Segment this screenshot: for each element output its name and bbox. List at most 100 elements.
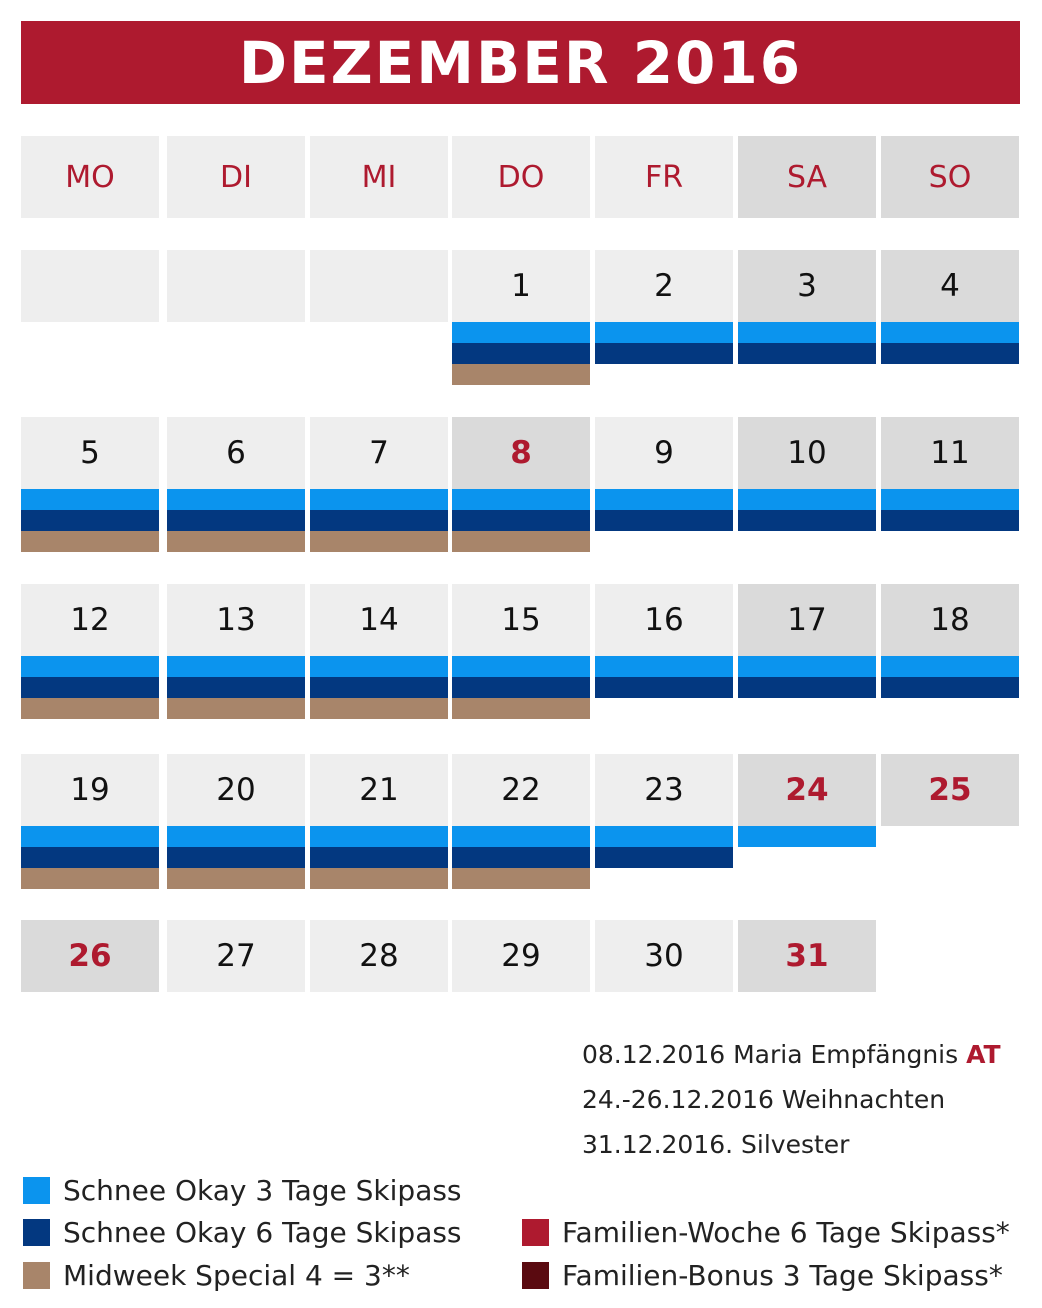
day-cell[interactable]: 9 [595, 417, 733, 489]
day-cell[interactable]: 13 [167, 584, 305, 656]
midweek-bar [452, 531, 590, 552]
day-cell[interactable]: 27 [167, 920, 305, 992]
day-cell[interactable]: 1 [452, 250, 590, 322]
schnee-3-bar [881, 489, 1019, 510]
schnee-6-bar [21, 677, 159, 698]
legend-item-midweek: Midweek Special 4 = 3** [23, 1259, 410, 1292]
schnee-6-bar [310, 847, 448, 868]
midweek-bar [21, 868, 159, 889]
schnee-3-bar [452, 656, 590, 677]
schnee-6-bar [167, 510, 305, 531]
weekday-header: SO [881, 136, 1019, 218]
legend-item-familien-bonus: Familien-Bonus 3 Tage Skipass* [522, 1259, 1003, 1292]
schnee-3-bar [167, 656, 305, 677]
legend-label: Familien-Woche 6 Tage Skipass* [562, 1216, 1010, 1249]
weekday-header: DO [452, 136, 590, 218]
schnee-3-bar [452, 322, 590, 343]
schnee-3-bar [595, 322, 733, 343]
schnee-3-bar [452, 489, 590, 510]
day-cell[interactable]: 6 [167, 417, 305, 489]
schnee-3-bar [738, 322, 876, 343]
midweek-bar [21, 698, 159, 719]
midweek-bar [452, 698, 590, 719]
schnee-6-bar [595, 677, 733, 698]
legend-swatch [522, 1219, 549, 1246]
holiday-note-text: 31.12.2016. Silvester [582, 1130, 850, 1159]
midweek-bar [452, 364, 590, 385]
schnee-6-bar [881, 677, 1019, 698]
month-title: DEZEMBER 2016 [21, 21, 1020, 104]
day-cell[interactable]: 16 [595, 584, 733, 656]
day-cell[interactable]: 22 [452, 754, 590, 826]
schnee-3-bar [595, 826, 733, 847]
day-cell[interactable]: 2 [595, 250, 733, 322]
schnee-6-bar [310, 510, 448, 531]
day-cell[interactable]: 25 [881, 754, 1019, 826]
schnee-3-bar [595, 489, 733, 510]
legend-label: Schnee Okay 3 Tage Skipass [63, 1174, 462, 1207]
day-cell[interactable]: 17 [738, 584, 876, 656]
holiday-note-text: 24.-26.12.2016 Weihnachten [582, 1085, 946, 1114]
schnee-6-bar [881, 343, 1019, 364]
day-cell[interactable]: 11 [881, 417, 1019, 489]
day-cell[interactable]: 10 [738, 417, 876, 489]
legend-label: Familien-Bonus 3 Tage Skipass* [562, 1259, 1003, 1292]
schnee-3-bar [21, 656, 159, 677]
schnee-3-bar [738, 826, 876, 847]
schnee-6-bar [738, 510, 876, 531]
day-cell[interactable]: 23 [595, 754, 733, 826]
holiday-note-silvester: 31.12.2016. Silvester [582, 1130, 849, 1159]
day-cell-blank [21, 250, 159, 322]
day-cell[interactable]: 19 [21, 754, 159, 826]
day-cell[interactable]: 4 [881, 250, 1019, 322]
midweek-bar [167, 868, 305, 889]
legend-item-familien-woche: Familien-Woche 6 Tage Skipass* [522, 1216, 1010, 1249]
day-cell[interactable]: 30 [595, 920, 733, 992]
day-cell[interactable]: 28 [310, 920, 448, 992]
day-cell[interactable]: 31 [738, 920, 876, 992]
schnee-3-bar [881, 656, 1019, 677]
day-cell[interactable]: 26 [21, 920, 159, 992]
holiday-note-maria: 08.12.2016 Maria Empfängnis AT [582, 1040, 1001, 1069]
legend-label: Schnee Okay 6 Tage Skipass [63, 1216, 462, 1249]
midweek-bar [310, 698, 448, 719]
schnee-3-bar [21, 489, 159, 510]
legend-label: Midweek Special 4 = 3** [63, 1259, 410, 1292]
midweek-bar [310, 868, 448, 889]
schnee-6-bar [21, 847, 159, 868]
schnee-6-bar [738, 677, 876, 698]
schnee-6-bar [738, 343, 876, 364]
day-cell[interactable]: 7 [310, 417, 448, 489]
schnee-3-bar [452, 826, 590, 847]
day-cell[interactable]: 18 [881, 584, 1019, 656]
day-cell[interactable]: 14 [310, 584, 448, 656]
weekday-header: MI [310, 136, 448, 218]
schnee-6-bar [452, 343, 590, 364]
schnee-3-bar [310, 826, 448, 847]
holiday-note-weihnachten: 24.-26.12.2016 Weihnachten [582, 1085, 945, 1114]
legend-swatch [23, 1262, 50, 1289]
day-cell[interactable]: 20 [167, 754, 305, 826]
legend-item-schnee-6: Schnee Okay 6 Tage Skipass [23, 1216, 462, 1249]
schnee-3-bar [167, 826, 305, 847]
day-cell[interactable]: 21 [310, 754, 448, 826]
schnee-3-bar [167, 489, 305, 510]
schnee-6-bar [595, 343, 733, 364]
weekday-header: SA [738, 136, 876, 218]
schnee-3-bar [738, 656, 876, 677]
schnee-6-bar [595, 847, 733, 868]
weekday-header: DI [167, 136, 305, 218]
day-cell[interactable]: 8 [452, 417, 590, 489]
day-cell[interactable]: 29 [452, 920, 590, 992]
schnee-3-bar [310, 656, 448, 677]
day-cell[interactable]: 12 [21, 584, 159, 656]
holiday-country-code: AT [966, 1040, 1001, 1069]
schnee-6-bar [167, 847, 305, 868]
schnee-3-bar [310, 489, 448, 510]
midweek-bar [21, 531, 159, 552]
schnee-6-bar [881, 510, 1019, 531]
day-cell[interactable]: 15 [452, 584, 590, 656]
day-cell[interactable]: 24 [738, 754, 876, 826]
day-cell[interactable]: 3 [738, 250, 876, 322]
day-cell[interactable]: 5 [21, 417, 159, 489]
